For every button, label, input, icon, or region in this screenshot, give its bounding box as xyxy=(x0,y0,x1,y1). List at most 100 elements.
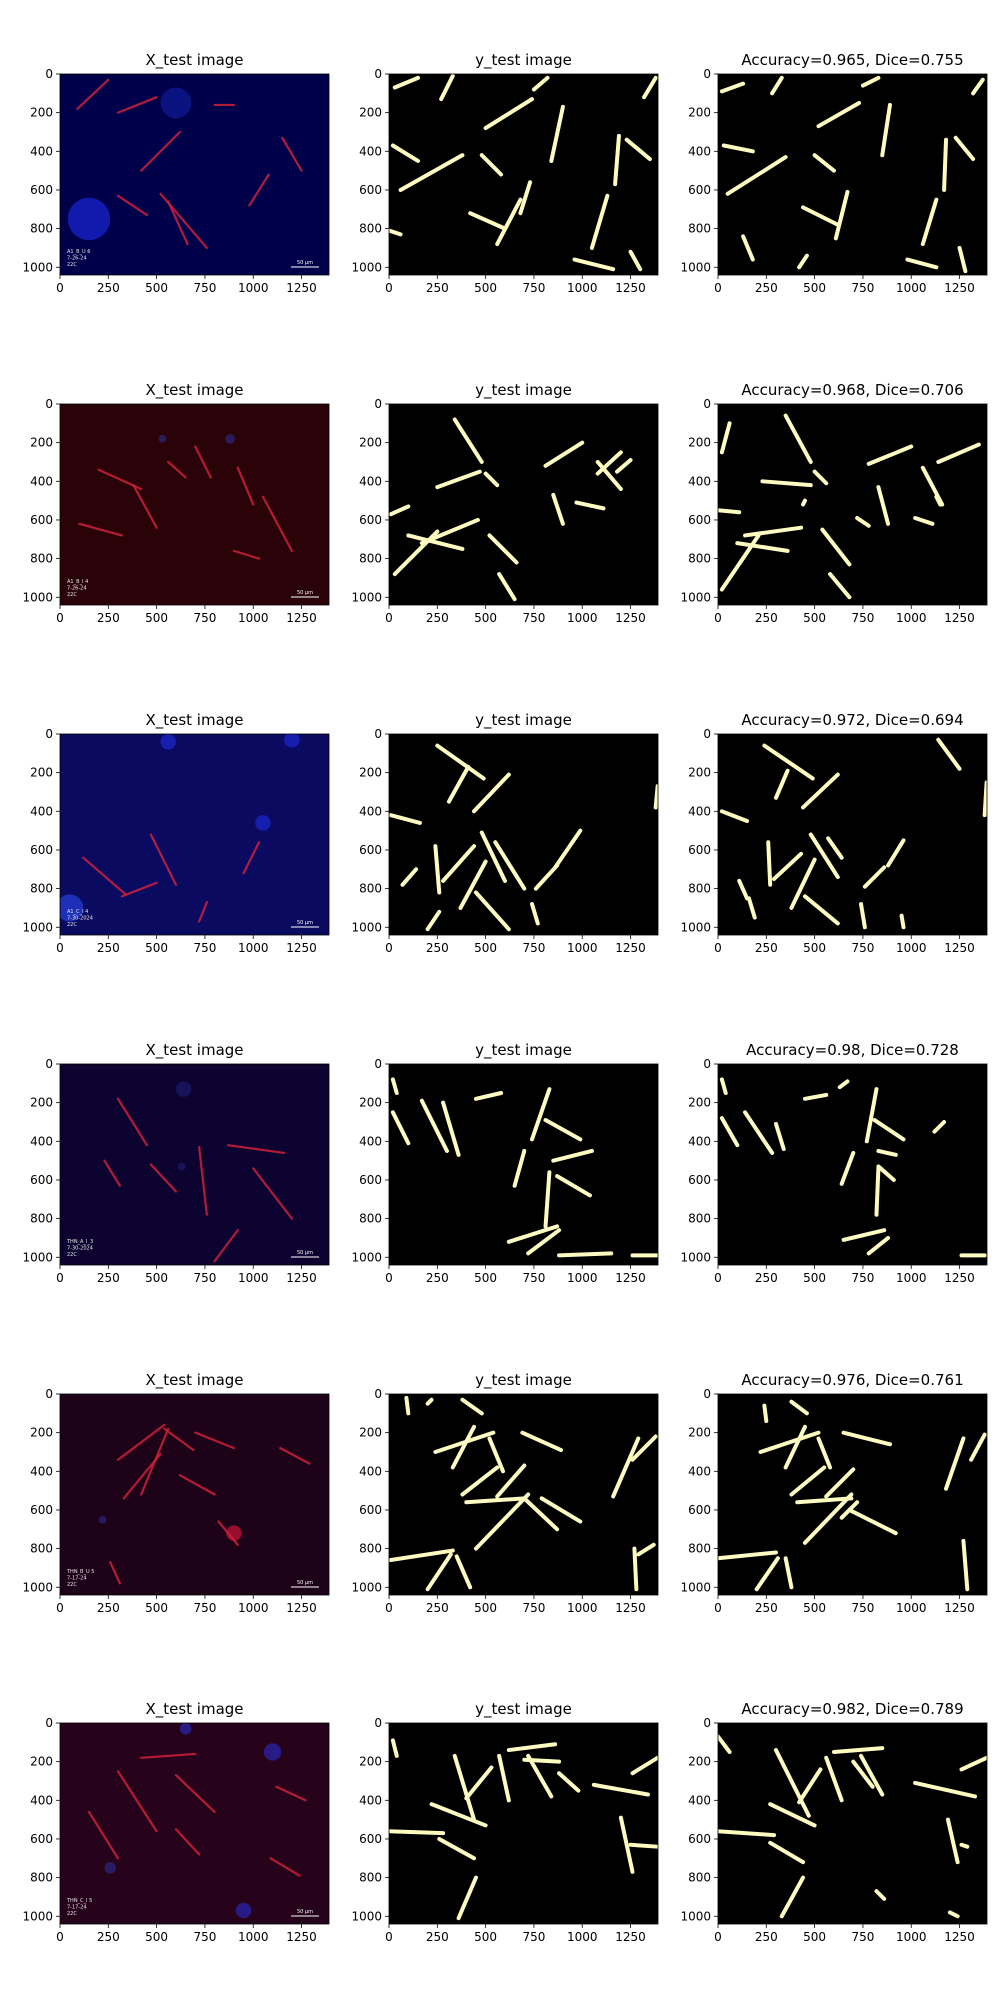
y-tick-label: 1000 xyxy=(680,1909,711,1923)
crystal-mask xyxy=(913,1780,978,1799)
crystal-mask xyxy=(833,189,850,241)
crystal-mask xyxy=(795,1496,854,1505)
crystal-needle xyxy=(76,78,110,110)
crystal-mask xyxy=(473,890,511,932)
y-tick-label: 1000 xyxy=(22,590,53,604)
crystal-needle xyxy=(198,1146,208,1216)
x-tick-label: 750 xyxy=(522,941,545,955)
crystal-mask xyxy=(719,1116,740,1148)
panel-title: y_test image xyxy=(475,381,572,400)
x-tick-label: 0 xyxy=(385,941,393,955)
crystal-mask xyxy=(936,737,962,771)
crystal-mask xyxy=(762,743,815,781)
x-tick-label: 1000 xyxy=(567,1601,598,1615)
x-tick-label: 1000 xyxy=(896,281,927,295)
y-tick-label: 800 xyxy=(359,552,382,566)
x-tick-label: 500 xyxy=(145,611,168,625)
y-tick-label: 800 xyxy=(359,222,382,236)
y-tick-label: 400 xyxy=(30,144,53,158)
y-tick-label: 1000 xyxy=(22,260,53,274)
crystal-mask xyxy=(783,1556,794,1590)
y-tick-label: 0 xyxy=(45,1387,53,1401)
crystal-mask xyxy=(770,75,784,96)
axes-frame xyxy=(388,733,659,936)
y-tick-label: 0 xyxy=(703,1387,711,1401)
panel-image xyxy=(718,734,987,935)
scale-bar-label: 50 μm xyxy=(297,590,313,596)
crystal-needle xyxy=(120,881,158,898)
crystal-mask xyxy=(618,1815,635,1874)
panel-r3-c2: Accuracy=0.98, Dice=0.728 0 200 400 600 800 10… xyxy=(680,1041,988,1285)
crystal-mask xyxy=(864,1087,879,1144)
crystal-mask xyxy=(591,1782,650,1797)
x-tick-label: 1250 xyxy=(286,1930,317,1944)
x-tick-label: 1000 xyxy=(567,941,598,955)
crystal-mask xyxy=(452,417,484,464)
y-tick-label: 600 xyxy=(688,1503,711,1517)
y-tick-label: 0 xyxy=(374,727,382,741)
crystal-mask xyxy=(876,1148,898,1157)
scale-bar-label: 50 μm xyxy=(297,260,313,266)
crystal-mask xyxy=(772,851,804,881)
crystal-mask xyxy=(458,859,488,910)
x-tick-label: 750 xyxy=(193,611,216,625)
crystal-needle xyxy=(261,495,293,552)
y-tick-label: 1000 xyxy=(22,1250,53,1264)
crystal-mask xyxy=(572,257,616,272)
crystal-mask xyxy=(551,1148,594,1163)
x-tick-label: 750 xyxy=(522,281,545,295)
image-annotation: 22C xyxy=(67,262,77,268)
crystal-mask xyxy=(859,1753,885,1797)
scale-bar-label: 50 μm xyxy=(297,1909,313,1915)
y-tick-label: 1000 xyxy=(351,590,382,604)
x-tick-label: 0 xyxy=(56,1271,64,1285)
crystal-mask xyxy=(824,1755,844,1803)
crystal-mask xyxy=(773,768,790,800)
y-tick-label: 200 xyxy=(359,106,382,120)
y-tick-label: 600 xyxy=(688,1832,711,1846)
crystal-mask xyxy=(841,1430,892,1447)
crystal-mask xyxy=(441,1100,461,1157)
crystal-needle xyxy=(174,1828,201,1856)
blue-blob xyxy=(104,1862,117,1874)
x-tick-label: 0 xyxy=(56,281,64,295)
x-tick-label: 250 xyxy=(426,611,449,625)
crystal-needle xyxy=(269,1857,301,1877)
crystal-mask xyxy=(719,809,749,823)
image-background xyxy=(60,404,329,605)
crystal-mask xyxy=(433,844,442,895)
crystal-mask xyxy=(624,137,652,162)
crystal-mask xyxy=(429,1802,488,1828)
axes-frame xyxy=(59,1722,330,1925)
x-tick-label: 750 xyxy=(522,1601,545,1615)
y-tick-label: 600 xyxy=(30,183,53,197)
x-tick-label: 250 xyxy=(97,1271,120,1285)
x-tick-label: 250 xyxy=(426,1930,449,1944)
image-annotation: 7-17-24 xyxy=(67,1905,87,1911)
y-tick-label: 600 xyxy=(359,1503,382,1517)
crystal-mask xyxy=(636,1542,656,1557)
crystal-mask xyxy=(472,772,511,814)
crystal-mask xyxy=(595,459,623,492)
x-tick-label: 0 xyxy=(714,611,722,625)
mask-background xyxy=(389,1723,658,1924)
y-tick-label: 600 xyxy=(30,1832,53,1846)
y-tick-label: 1000 xyxy=(680,260,711,274)
crystal-mask xyxy=(942,137,949,192)
y-tick-label: 1000 xyxy=(22,1909,53,1923)
crystal-mask xyxy=(719,421,732,455)
y-tick-label: 400 xyxy=(30,804,53,818)
x-tick-label: 750 xyxy=(851,1930,874,1944)
y-tick-label: 200 xyxy=(30,106,53,120)
x-tick-label: 1000 xyxy=(238,1601,269,1615)
crystal-mask xyxy=(855,516,871,528)
crystal-mask xyxy=(839,1150,856,1186)
crystal-needle xyxy=(167,200,189,246)
image-annotation: 22C xyxy=(67,1582,77,1588)
x-tick-label: 750 xyxy=(193,281,216,295)
crystal-needle xyxy=(213,1229,239,1263)
x-tick-label: 1250 xyxy=(615,281,646,295)
crystal-mask xyxy=(630,1434,658,1462)
x-tick-label: 1000 xyxy=(567,1930,598,1944)
